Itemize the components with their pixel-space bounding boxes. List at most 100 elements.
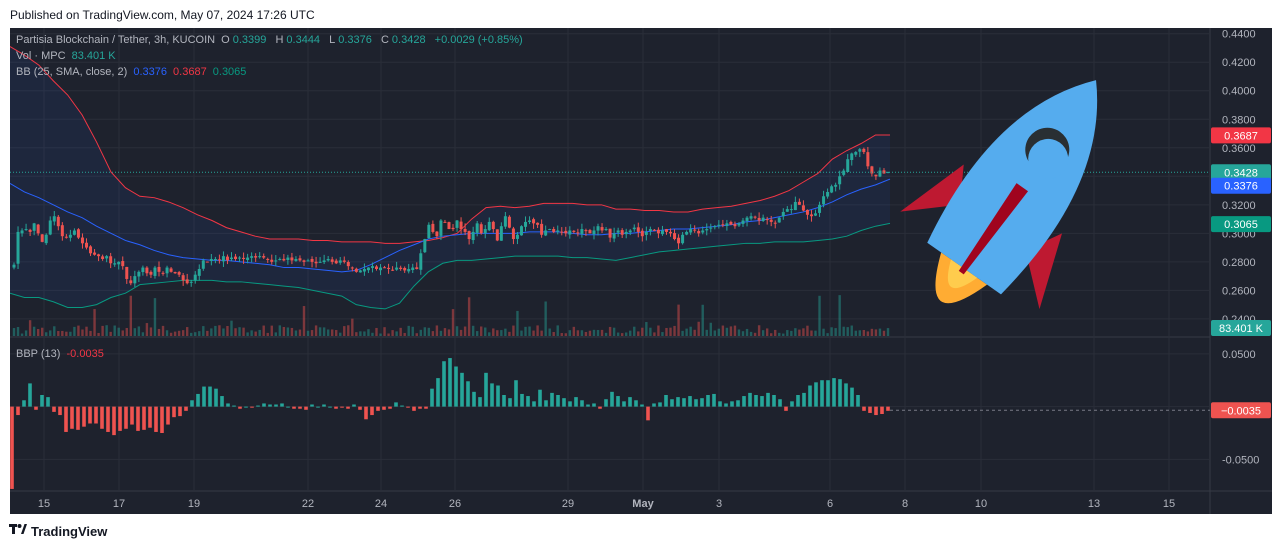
volume-bar bbox=[391, 330, 394, 336]
candle-body bbox=[209, 259, 213, 261]
candle-body bbox=[463, 228, 467, 232]
volume-bar bbox=[185, 327, 189, 336]
volume-bar bbox=[572, 326, 576, 336]
bbp-bar bbox=[358, 406, 362, 410]
candle-body bbox=[262, 256, 266, 258]
bbp-bar bbox=[160, 406, 164, 433]
bb-basis-price-tag-text: 0.3376 bbox=[1224, 181, 1258, 193]
candle-body bbox=[366, 267, 370, 271]
volume-bar bbox=[109, 331, 112, 336]
volume-bar bbox=[548, 328, 551, 336]
candle-body bbox=[769, 219, 773, 222]
candle-body bbox=[141, 267, 145, 273]
volume-bar bbox=[347, 325, 350, 336]
volume-bar bbox=[129, 295, 133, 336]
candle-body bbox=[572, 230, 576, 232]
y-tick-label: 0.2600 bbox=[1222, 285, 1256, 297]
candle-body bbox=[181, 275, 185, 281]
bbp-bar bbox=[784, 406, 788, 411]
candle-body bbox=[185, 279, 189, 284]
volume-bar bbox=[657, 325, 660, 336]
bbp-bar bbox=[208, 386, 212, 407]
volume-bar bbox=[355, 332, 358, 336]
candle-body bbox=[403, 267, 407, 271]
volume-bar bbox=[512, 325, 515, 336]
bbp-bar bbox=[190, 400, 194, 407]
bbp-bar bbox=[352, 404, 356, 407]
bbp-bar bbox=[880, 406, 884, 414]
volume-bar bbox=[190, 332, 193, 336]
candle-body bbox=[64, 236, 68, 238]
candle-body bbox=[129, 280, 133, 284]
candle-body bbox=[101, 256, 105, 259]
bbp-bar bbox=[616, 396, 620, 407]
volume-bar bbox=[689, 326, 692, 336]
bbp-bar bbox=[412, 406, 416, 411]
chart-svg[interactable]: 0.24000.26000.28000.30000.32000.34000.36… bbox=[10, 28, 1272, 514]
volume-bar bbox=[294, 330, 298, 336]
bbp-bar bbox=[502, 395, 506, 407]
candle-body bbox=[310, 259, 314, 262]
candle-body bbox=[346, 262, 350, 267]
candle-body bbox=[862, 148, 866, 153]
volume-bar bbox=[810, 330, 813, 336]
candle-body bbox=[358, 270, 362, 273]
volume-bar bbox=[69, 331, 72, 336]
volume-bar bbox=[254, 331, 257, 336]
bbp-bar bbox=[76, 406, 80, 430]
volume-bar bbox=[169, 332, 173, 336]
bbp-bar bbox=[124, 406, 128, 429]
volume-bar bbox=[492, 328, 495, 336]
candle-body bbox=[834, 184, 838, 187]
bbp-bar bbox=[682, 398, 686, 407]
bbp-bar bbox=[556, 395, 560, 407]
volume-bar bbox=[431, 331, 435, 336]
bbp-bar bbox=[136, 406, 140, 431]
volume-bar bbox=[604, 332, 608, 336]
candle-body bbox=[169, 268, 173, 272]
candle-body bbox=[16, 231, 20, 264]
bbp-bar bbox=[118, 406, 122, 431]
candle-body bbox=[536, 222, 540, 225]
candle-body bbox=[524, 221, 528, 227]
bbp-bar bbox=[622, 401, 626, 407]
top-bar: Published on TradingView.com, May 07, 20… bbox=[0, 0, 1280, 28]
candle-body bbox=[423, 239, 427, 253]
bbp-label: BBP (13) bbox=[16, 348, 61, 360]
bbp-bar bbox=[466, 381, 470, 407]
candle-body bbox=[242, 257, 246, 259]
volume-bar bbox=[194, 332, 197, 336]
bbp-bar bbox=[28, 383, 32, 407]
bbp-bar bbox=[574, 397, 578, 407]
volume-bar bbox=[306, 330, 310, 336]
bbp-bar bbox=[652, 403, 656, 407]
volume-bar bbox=[270, 325, 273, 336]
volume-bar bbox=[238, 327, 241, 336]
bbp-bar bbox=[424, 406, 428, 409]
volume-bar bbox=[564, 333, 567, 336]
y-tick-label: 0.2800 bbox=[1222, 257, 1256, 269]
volume-bar bbox=[870, 328, 874, 336]
bbp-bar bbox=[832, 378, 836, 407]
volume-bar bbox=[608, 326, 612, 336]
volume-bar bbox=[379, 333, 382, 336]
bbp-bar bbox=[262, 403, 266, 407]
candle-body bbox=[314, 261, 318, 264]
candle-body bbox=[648, 229, 652, 232]
bbp-bar bbox=[22, 400, 26, 407]
volume-bar bbox=[629, 330, 632, 336]
volume-bar bbox=[399, 327, 402, 336]
volume-bar bbox=[117, 327, 120, 336]
candle-body bbox=[415, 267, 419, 269]
volume-bar bbox=[318, 327, 322, 336]
volume-bar bbox=[637, 331, 640, 336]
volume-bar bbox=[290, 327, 294, 336]
volume-bar bbox=[451, 309, 455, 336]
bbp-bar bbox=[40, 395, 44, 407]
bbp-bar bbox=[220, 396, 224, 407]
volume-bar bbox=[528, 326, 531, 336]
candle-body bbox=[342, 260, 346, 262]
candle-body bbox=[499, 226, 503, 241]
chart-area[interactable]: 0.24000.26000.28000.30000.32000.34000.36… bbox=[10, 28, 1272, 514]
bbp-bar bbox=[886, 406, 890, 411]
